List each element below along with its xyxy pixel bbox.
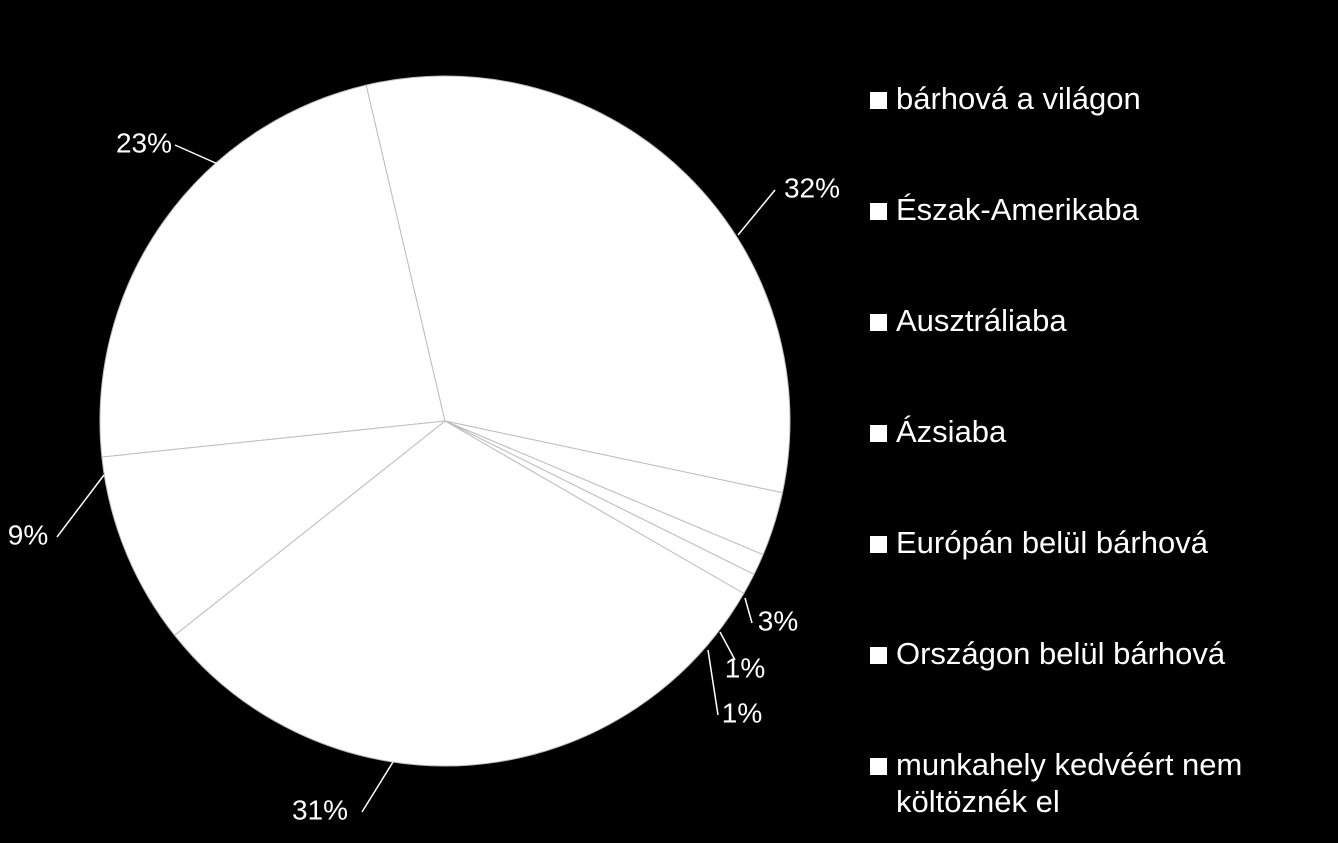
data-label: 23% [116,127,172,158]
legend-item: Ázsiaba [870,413,1330,450]
legend-swatch [870,536,887,553]
legend-swatch [870,647,887,664]
legend-swatch [870,758,887,775]
data-label: 32% [784,172,840,203]
leader-line [737,189,776,236]
leader-line [174,144,221,166]
leader-line [707,649,719,716]
leader-line [361,761,394,813]
legend-label: Észak-Amerikaba [896,192,1139,227]
pie-slice [365,75,791,494]
data-label: 31% [292,794,348,825]
leader-line [56,474,105,538]
pie-slice [173,420,745,767]
legend-item: Észak-Amerikaba [870,191,1330,228]
leader-line [744,597,753,624]
data-label: 1% [725,652,765,683]
legend-swatch [870,425,887,442]
legend-label: Ázsiaba [896,414,1007,449]
legend-swatch [870,314,887,331]
legend-label: munkahely kedvéért nem költöznék el [896,747,1243,820]
legend-item: Ausztráliaba [870,302,1330,339]
legend-swatch [870,203,887,220]
legend-label: Európán belül bárhová [896,525,1208,560]
pie-slice [99,84,446,458]
legend-label: Ausztráliaba [896,303,1067,338]
legend-label: bárhová a világon [896,81,1141,116]
data-label: 1% [722,697,762,728]
legend-item: munkahely kedvéért nem költöznék el [870,746,1330,820]
legend-swatch [870,92,887,109]
data-label: 9% [8,519,48,550]
pie-slice [101,420,447,637]
legend-item: Országon belül bárhová [870,635,1330,672]
legend-label: Országon belül bárhová [896,636,1226,671]
data-label: 3% [758,605,798,636]
legend-item: Európán belül bárhová [870,524,1330,561]
legend-item: bárhová a világon [870,80,1330,117]
leader-line [719,631,736,661]
